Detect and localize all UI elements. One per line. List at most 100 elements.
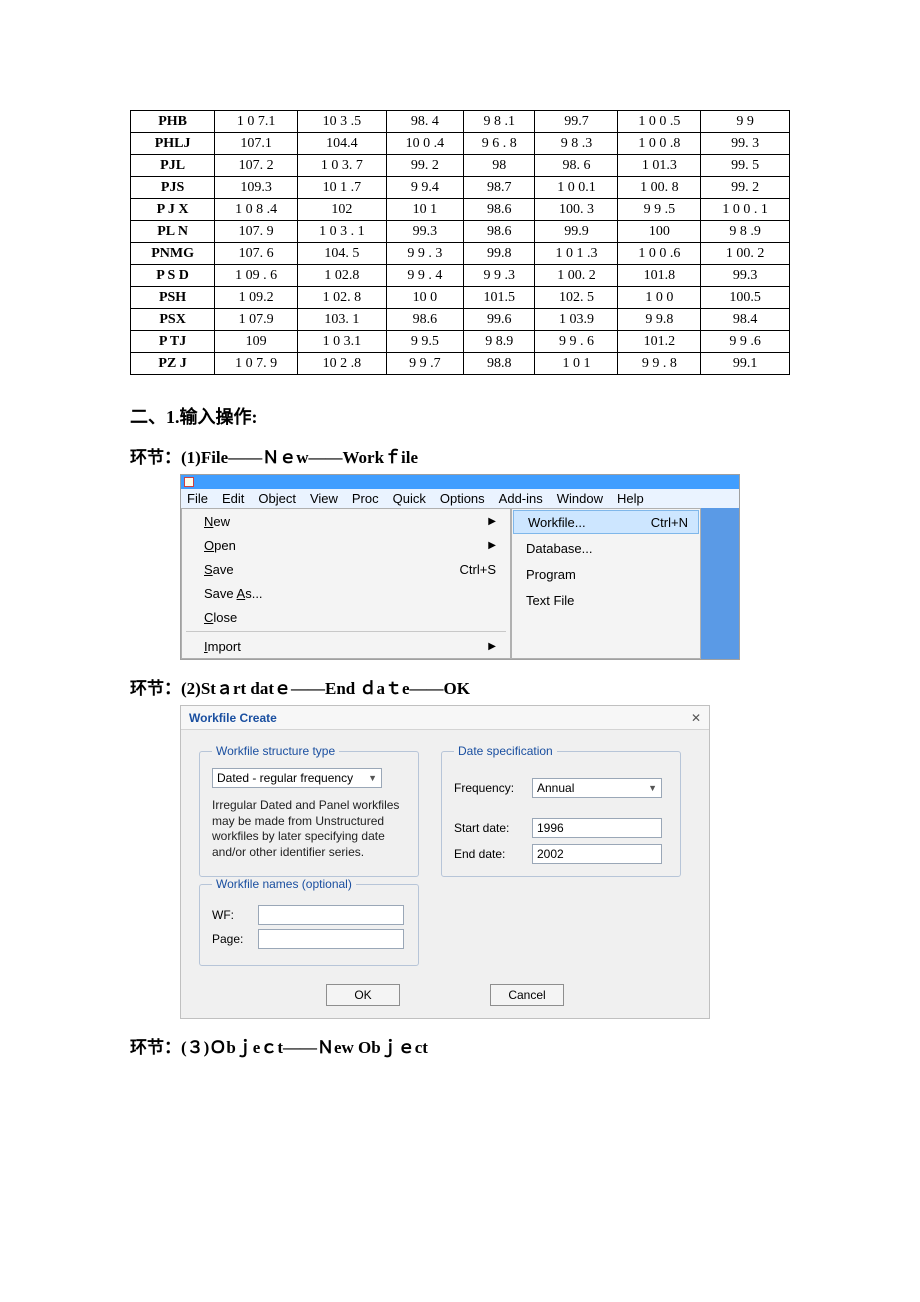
structure-select[interactable]: Dated - regular frequency ▼ — [212, 768, 382, 788]
table-cell: PZ J — [131, 353, 215, 375]
table-cell: 9 9 .3 — [463, 265, 535, 287]
menu-item[interactable]: SaveCtrl+S — [182, 557, 510, 581]
table-cell: 9 8.9 — [463, 331, 535, 353]
menu-item[interactable]: Close — [182, 605, 510, 629]
table-cell: 99.3 — [701, 265, 790, 287]
menu-item[interactable]: Save As... — [182, 581, 510, 605]
menubar-item[interactable]: Proc — [352, 491, 379, 506]
table-cell: 98.6 — [386, 309, 463, 331]
menubar-item[interactable]: Object — [258, 491, 296, 506]
menu-item[interactable]: New▶ — [182, 509, 510, 533]
submenu-item[interactable]: Database... — [512, 535, 700, 561]
table-cell: 9 9.5 — [386, 331, 463, 353]
titlebar — [181, 475, 739, 489]
table-cell: 10 2 .8 — [298, 353, 387, 375]
structure-select-value: Dated - regular frequency — [217, 771, 353, 785]
table-cell: 98.8 — [463, 353, 535, 375]
end-date-input[interactable]: 2002 — [532, 844, 662, 864]
table-cell: 1 00. 8 — [618, 177, 701, 199]
table-row: P J X1 0 8 .410210 198.6100. 39 9 .51 0 … — [131, 199, 790, 221]
table-cell: 1 0 0 .8 — [618, 133, 701, 155]
table-cell: PJS — [131, 177, 215, 199]
submenu-item[interactable]: Text File — [512, 587, 700, 613]
table-cell: 99. 2 — [701, 177, 790, 199]
table-cell: 1 0 8 .4 — [215, 199, 298, 221]
table-cell: PSX — [131, 309, 215, 331]
table-cell: 104. 5 — [298, 243, 387, 265]
table-cell: 9 9 . 4 — [386, 265, 463, 287]
table-cell: 99. 3 — [701, 133, 790, 155]
table-cell: 107. 6 — [215, 243, 298, 265]
table-cell: 98. 6 — [535, 155, 618, 177]
menubar-item[interactable]: Add-ins — [499, 491, 543, 506]
table-cell: PNMG — [131, 243, 215, 265]
table-cell: 98.6 — [463, 221, 535, 243]
table-cell: 103. 1 — [298, 309, 387, 331]
table-row: PSX1 07.9103. 198.699.61 03.99 9.898.4 — [131, 309, 790, 331]
table-cell: 98.7 — [463, 177, 535, 199]
table-cell: 1 0 0 .5 — [618, 111, 701, 133]
app-icon — [184, 477, 194, 487]
table-cell: 98. 4 — [386, 111, 463, 133]
section-heading: 二、1.输入操作: — [130, 403, 790, 429]
table-cell: P TJ — [131, 331, 215, 353]
step-1-heading: 环节：(1)File——Ｎｅw——Workｆile — [130, 443, 790, 468]
start-date-input[interactable]: 1996 — [532, 818, 662, 838]
table-cell: 9 8 .9 — [701, 221, 790, 243]
table-cell: 107. 9 — [215, 221, 298, 243]
table-cell: 9 9.8 — [618, 309, 701, 331]
page-input[interactable] — [258, 929, 404, 949]
table-cell: 1 0 0 . 1 — [701, 199, 790, 221]
table-cell: 1 09 . 6 — [215, 265, 298, 287]
menu-separator — [186, 631, 506, 632]
table-cell: 1 02.8 — [298, 265, 387, 287]
menubar-item[interactable]: File — [187, 491, 208, 506]
table-cell: 109 — [215, 331, 298, 353]
date-legend: Date specification — [454, 744, 557, 758]
end-date-label: End date: — [454, 847, 524, 861]
table-cell: 9 9 . 8 — [618, 353, 701, 375]
table-cell: P S D — [131, 265, 215, 287]
table-cell: PSH — [131, 287, 215, 309]
table-row: PJL107. 21 0 3. 799. 29898. 61 01.399. 5 — [131, 155, 790, 177]
cancel-button[interactable]: Cancel — [490, 984, 564, 1006]
table-cell: 98 — [463, 155, 535, 177]
menubar-item[interactable]: Help — [617, 491, 644, 506]
table-cell: 101.8 — [618, 265, 701, 287]
menu-item[interactable]: Open▶ — [182, 533, 510, 557]
table-cell: 100. 3 — [535, 199, 618, 221]
table-cell: 1 0 0 — [618, 287, 701, 309]
table-cell: PJL — [131, 155, 215, 177]
submenu-item[interactable]: Program — [512, 561, 700, 587]
menubar-item[interactable]: Options — [440, 491, 485, 506]
table-cell: 10 1 — [386, 199, 463, 221]
table-cell: 101.5 — [463, 287, 535, 309]
close-icon[interactable]: ✕ — [691, 711, 701, 725]
menubar-item[interactable]: Edit — [222, 491, 244, 506]
names-legend: Workfile names (optional) — [212, 877, 356, 891]
table-row: PNMG107. 6104. 59 9 . 399.81 0 1 .31 0 0… — [131, 243, 790, 265]
table-cell: 99.6 — [463, 309, 535, 331]
table-row: PHB1 0 7.110 3 .598. 49 8 .199.71 0 0 .5… — [131, 111, 790, 133]
table-cell: 99.8 — [463, 243, 535, 265]
table-cell: 98.6 — [463, 199, 535, 221]
submenu-item[interactable]: Workfile...Ctrl+N — [513, 510, 699, 534]
wf-input[interactable] — [258, 905, 404, 925]
table-cell: 102 — [298, 199, 387, 221]
table-row: PZ J1 0 7. 910 2 .89 9 .798.81 0 19 9 . … — [131, 353, 790, 375]
menu-item[interactable]: Import▶ — [182, 634, 510, 658]
names-group: Workfile names (optional) WF: Page: — [199, 877, 419, 966]
table-cell: 1 01.3 — [618, 155, 701, 177]
menubar-item[interactable]: View — [310, 491, 338, 506]
menubar-item[interactable]: Window — [557, 491, 603, 506]
table-cell: 1 00. 2 — [535, 265, 618, 287]
menubar: File Edit Object View Proc Quick Options Add-in… — [181, 489, 739, 508]
table-cell: 102. 5 — [535, 287, 618, 309]
ok-button[interactable]: OK — [326, 984, 400, 1006]
frequency-select[interactable]: Annual ▼ — [532, 778, 662, 798]
table-cell: PL N — [131, 221, 215, 243]
chevron-down-icon: ▼ — [648, 783, 657, 793]
table-cell: 100.5 — [701, 287, 790, 309]
table-cell: 10 1 .7 — [298, 177, 387, 199]
menubar-item[interactable]: Quick — [393, 491, 426, 506]
